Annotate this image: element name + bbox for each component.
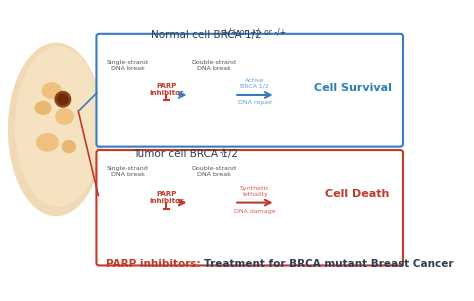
Circle shape — [109, 76, 146, 114]
FancyBboxPatch shape — [202, 201, 225, 203]
FancyBboxPatch shape — [116, 99, 139, 101]
Text: Synthetic
lethality: Synthetic lethality — [240, 186, 270, 197]
Circle shape — [275, 73, 319, 116]
FancyBboxPatch shape — [286, 95, 309, 97]
Circle shape — [318, 192, 326, 200]
FancyBboxPatch shape — [116, 205, 139, 206]
Text: PARP
inhibitor: PARP inhibitor — [149, 191, 183, 204]
FancyBboxPatch shape — [116, 95, 139, 97]
Text: DNA repair: DNA repair — [237, 100, 272, 105]
FancyBboxPatch shape — [116, 201, 139, 203]
FancyBboxPatch shape — [286, 97, 309, 99]
Text: Active
BRCA 1/2: Active BRCA 1/2 — [240, 78, 269, 89]
FancyBboxPatch shape — [116, 203, 139, 204]
Ellipse shape — [63, 141, 75, 153]
Text: DNA damage: DNA damage — [234, 209, 276, 214]
FancyBboxPatch shape — [202, 203, 225, 204]
Text: Normal cell BRCA 1/2: Normal cell BRCA 1/2 — [151, 29, 262, 39]
FancyBboxPatch shape — [202, 94, 225, 95]
Text: PARP
inhibitor: PARP inhibitor — [149, 83, 183, 96]
Circle shape — [292, 175, 300, 183]
FancyBboxPatch shape — [96, 34, 403, 147]
FancyBboxPatch shape — [286, 99, 309, 101]
Ellipse shape — [35, 101, 51, 114]
Text: PARP inhibitors:: PARP inhibitors: — [106, 259, 204, 269]
Circle shape — [278, 76, 316, 114]
FancyBboxPatch shape — [116, 101, 139, 102]
FancyBboxPatch shape — [202, 101, 225, 102]
Circle shape — [195, 76, 233, 114]
Polygon shape — [196, 181, 234, 223]
Ellipse shape — [16, 47, 101, 206]
Text: +/+ or +/- or -/+: +/+ or +/- or -/+ — [222, 28, 286, 37]
FancyBboxPatch shape — [116, 97, 139, 99]
FancyBboxPatch shape — [202, 99, 225, 101]
Polygon shape — [284, 187, 323, 217]
Circle shape — [106, 73, 149, 116]
FancyBboxPatch shape — [202, 205, 225, 206]
Text: -/-: -/- — [220, 147, 228, 157]
FancyBboxPatch shape — [202, 95, 225, 97]
FancyBboxPatch shape — [202, 207, 225, 208]
Ellipse shape — [42, 83, 61, 98]
Text: Double-strand
DNA break: Double-strand DNA break — [191, 60, 236, 71]
FancyBboxPatch shape — [286, 101, 309, 102]
Circle shape — [58, 94, 68, 104]
Polygon shape — [110, 181, 147, 223]
FancyBboxPatch shape — [202, 209, 225, 210]
Circle shape — [303, 218, 311, 227]
FancyBboxPatch shape — [116, 94, 139, 95]
FancyBboxPatch shape — [96, 150, 403, 265]
Ellipse shape — [36, 134, 58, 151]
Circle shape — [192, 73, 235, 116]
Text: Double-strand
DNA break: Double-strand DNA break — [191, 166, 236, 177]
Text: Tumor cell BRCA 1/2: Tumor cell BRCA 1/2 — [133, 149, 237, 159]
Circle shape — [55, 92, 71, 107]
Ellipse shape — [56, 109, 73, 124]
Text: Cell Death: Cell Death — [325, 189, 390, 199]
FancyBboxPatch shape — [286, 94, 309, 95]
FancyBboxPatch shape — [116, 207, 139, 208]
FancyBboxPatch shape — [202, 97, 225, 99]
Ellipse shape — [9, 43, 103, 216]
FancyBboxPatch shape — [116, 209, 139, 210]
Text: Cell Survival: Cell Survival — [314, 83, 392, 93]
Text: Single-strand
DNA break: Single-strand DNA break — [107, 60, 148, 71]
Text: Treatment for BRCA mutant Breast Cancer: Treatment for BRCA mutant Breast Cancer — [204, 259, 454, 269]
Text: Single-strand
DNA break: Single-strand DNA break — [107, 166, 148, 177]
